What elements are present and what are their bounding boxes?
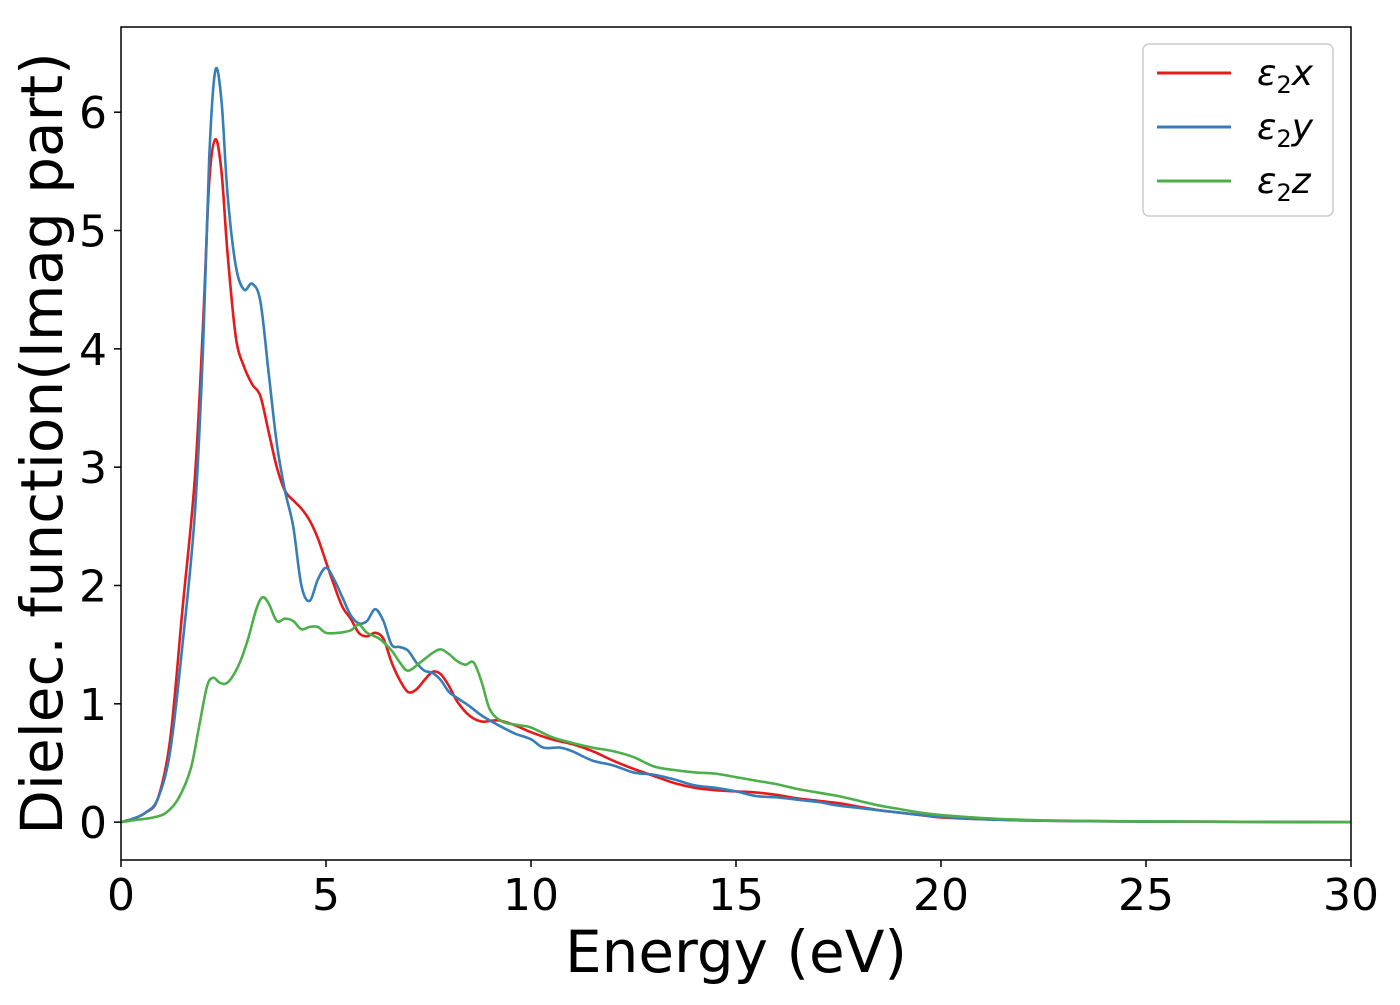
x-tick-label: 15 (708, 870, 764, 921)
legend-box (1142, 43, 1334, 217)
y-tick-label: 6 (79, 88, 107, 139)
x-tick-label: 20 (913, 870, 969, 921)
x-tick-label: 10 (503, 870, 559, 921)
x-tick-label: 30 (1323, 870, 1379, 921)
series-line-z (120, 595, 1352, 824)
legend: ε2x ε2y ε2z (1142, 43, 1334, 217)
y-axis-title: Dielec. function(Imag part) (8, 52, 76, 835)
y-tick-label: 2 (79, 561, 107, 612)
legend-label-y: ε2y (1257, 107, 1314, 153)
legend-label-z: ε2z (1257, 161, 1312, 207)
x-tick-label: 25 (1118, 870, 1174, 921)
series-line-x (120, 138, 1352, 824)
tick-layer: 0 5 10 15 20 25 30 0 1 2 3 4 5 6 (79, 88, 1379, 921)
x-tick-label: 5 (312, 870, 340, 921)
y-tick-label: 4 (79, 325, 107, 376)
y-tick-label: 5 (79, 207, 107, 258)
legend-label-x: ε2x (1257, 53, 1314, 99)
x-tick-label: 0 (107, 870, 135, 921)
x-axis-title: Energy (eV) (565, 918, 907, 986)
y-tick-label: 0 (79, 798, 107, 849)
y-tick-label: 1 (79, 680, 107, 731)
y-tick-label: 3 (79, 443, 107, 494)
series-layer (120, 67, 1352, 824)
